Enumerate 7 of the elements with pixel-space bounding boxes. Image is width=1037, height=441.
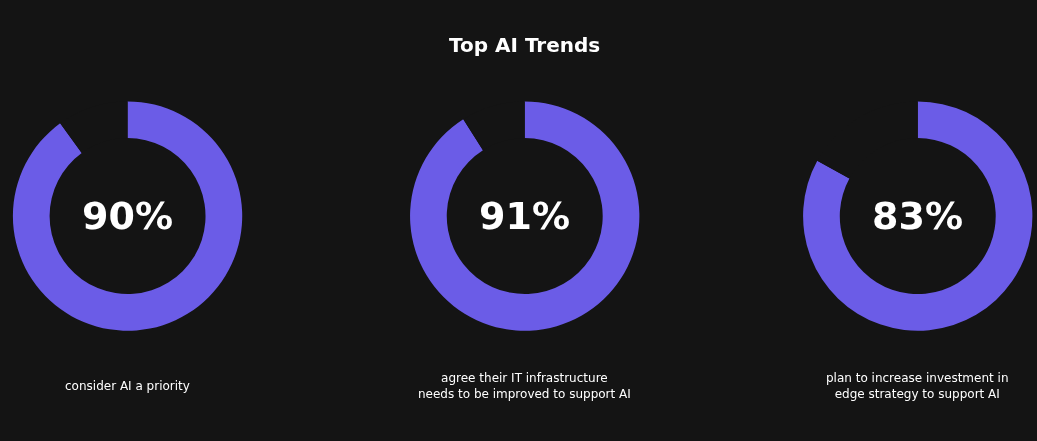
text: plan to increase investment in edge strategy to support AI bbox=[826, 371, 1009, 401]
data-label: 90% bbox=[82, 194, 173, 238]
data-label: 83% bbox=[872, 194, 963, 238]
text: agree their IT infrastructure needs to be improved to support AI bbox=[418, 371, 631, 401]
data-label: 91% bbox=[479, 194, 570, 238]
text: consider AI a priority bbox=[65, 379, 190, 393]
chart-title: Top AI Trends bbox=[449, 33, 601, 57]
